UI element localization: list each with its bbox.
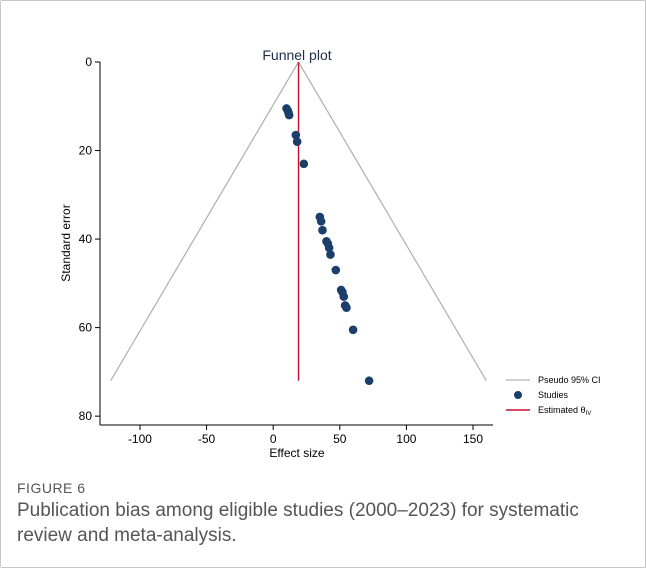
x-tick-label: -100 [128,432,152,446]
funnel-plot-chart: Funnel plot 0 20 40 60 80 -100 -50 0 50 100 150 Ps… [59,47,601,460]
study-point [364,376,374,386]
legend-studies-swatch [514,391,522,399]
x-tick-label: 100 [396,432,416,446]
y-tick-label: 60 [79,321,93,335]
study-point [342,303,351,312]
y-tick-label: 0 [85,55,92,69]
ci-line-left [110,61,300,382]
x-tick-label: 150 [463,432,483,446]
y-tick-label: 80 [79,409,93,423]
legend-estimate-label: Estimated θIV [538,405,591,417]
study-point [292,137,302,146]
y-axis-label: Standard error [59,204,73,281]
x-tick-label: 0 [270,432,277,446]
legend-ci-label: Pseudo 95% CI [538,375,601,385]
study-point [324,243,334,253]
chart-title: Funnel plot [262,47,331,63]
x-tick-label: 50 [333,432,347,446]
legend-estimate-subscript: IV [586,411,592,417]
study-point [284,110,294,120]
legend-studies-label: Studies [538,390,569,400]
study-point [318,225,327,235]
study-point [331,265,341,275]
x-tick-label: -50 [198,432,216,446]
study-point [299,159,309,169]
figure-label: FIGURE 6 [17,480,86,496]
ci-line-right [297,61,487,382]
x-axis-label: Effect size [269,446,324,460]
y-tick-label: 40 [79,232,93,246]
y-tick-label: 20 [79,144,93,158]
study-point [339,292,349,301]
study-point [326,250,335,259]
study-point [291,130,301,140]
study-point [348,325,358,335]
funnel-plot-svg: Funnel plot 0 20 40 60 80 -100 -50 0 50 100 150 Ps… [59,47,601,460]
study-point [316,217,326,226]
figure-caption: Publication bias among eligible studies … [17,500,579,546]
